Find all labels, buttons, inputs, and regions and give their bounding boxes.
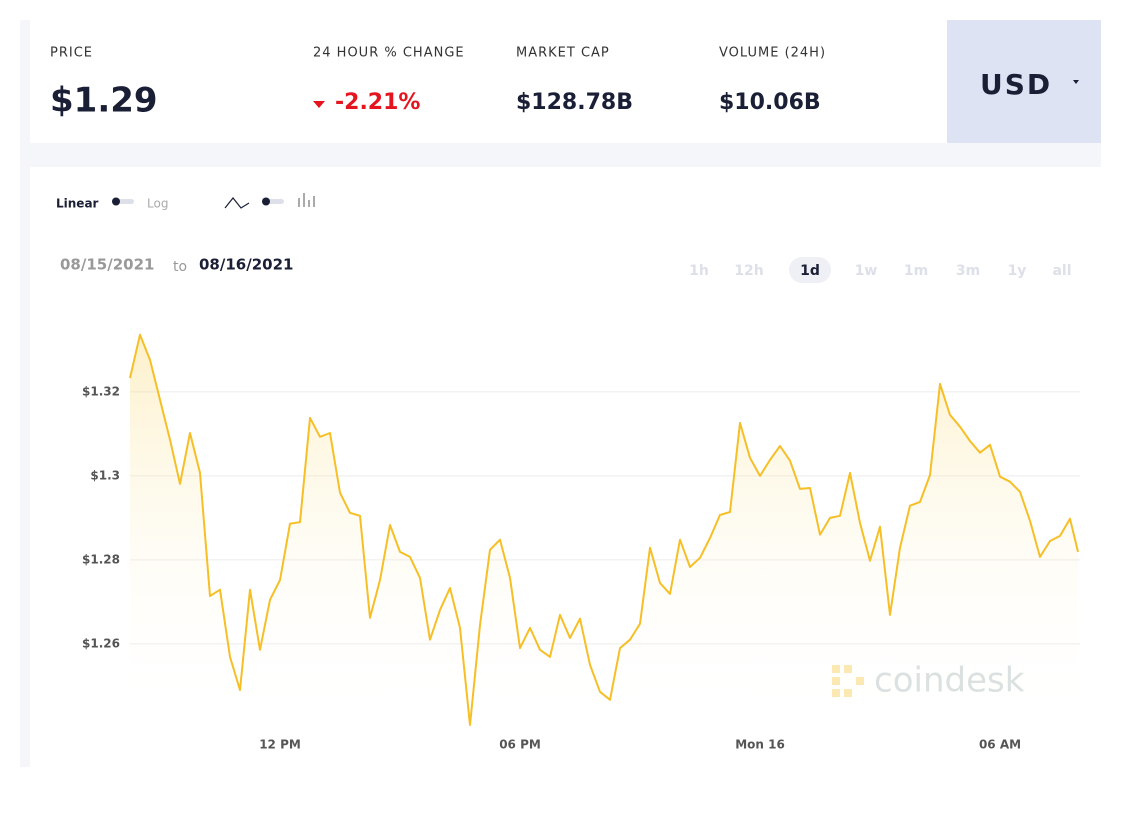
range-button[interactable]: all	[1052, 263, 1071, 279]
range-button[interactable]: 12h	[734, 263, 763, 279]
stat-value: -2.21%	[335, 90, 420, 115]
toggle-knob	[262, 197, 270, 206]
toggle-knob	[112, 197, 120, 206]
range-button[interactable]: 1d	[800, 263, 820, 279]
watermark: coindesk	[832, 661, 1025, 701]
date-to: 08/16/2021	[199, 256, 293, 274]
stat-label: MARKET CAP	[516, 46, 610, 61]
y-tick-label: $1.32	[82, 384, 120, 398]
price-line	[129, 333, 1079, 726]
y-tick-label: $1.3	[90, 468, 120, 482]
range-button[interactable]: 1w	[855, 263, 878, 279]
watermark-text: coindesk	[874, 661, 1025, 701]
range-button[interactable]: 3m	[956, 263, 980, 279]
x-tick-label: 06 PM	[499, 738, 541, 752]
stats-card	[30, 20, 947, 143]
bar-icon[interactable]	[298, 193, 315, 207]
stat-label: 24 HOUR % CHANGE	[313, 46, 465, 61]
scale-option[interactable]: Linear	[56, 197, 99, 211]
scale-option[interactable]: Log	[147, 197, 168, 211]
stat-label: PRICE	[50, 46, 93, 61]
stat-value: $128.78B	[516, 90, 633, 115]
dropdown-caret	[1073, 80, 1079, 84]
stat-label: VOLUME (24H)	[719, 46, 826, 61]
range-button[interactable]: 1m	[904, 263, 928, 279]
area	[130, 334, 1078, 730]
line-icon[interactable]	[224, 197, 250, 209]
down-arrow	[313, 101, 325, 108]
x-tick-label: 12 PM	[259, 738, 301, 752]
currency[interactable]: USD	[980, 68, 1052, 101]
range-active-bg	[789, 257, 831, 283]
stat-value: $1.29	[50, 81, 158, 121]
x-tick-label: Mon 16	[735, 738, 785, 752]
range-button[interactable]: 1h	[689, 263, 709, 279]
range-button[interactable]: 1y	[1008, 263, 1027, 279]
stat-value: $10.06B	[719, 90, 821, 115]
x-tick-label: 06 AM	[979, 738, 1021, 752]
y-tick-label: $1.28	[82, 552, 120, 566]
date-to-word: to	[173, 259, 187, 275]
y-tick-label: $1.26	[82, 636, 120, 650]
date-from: 08/15/2021	[60, 256, 154, 274]
